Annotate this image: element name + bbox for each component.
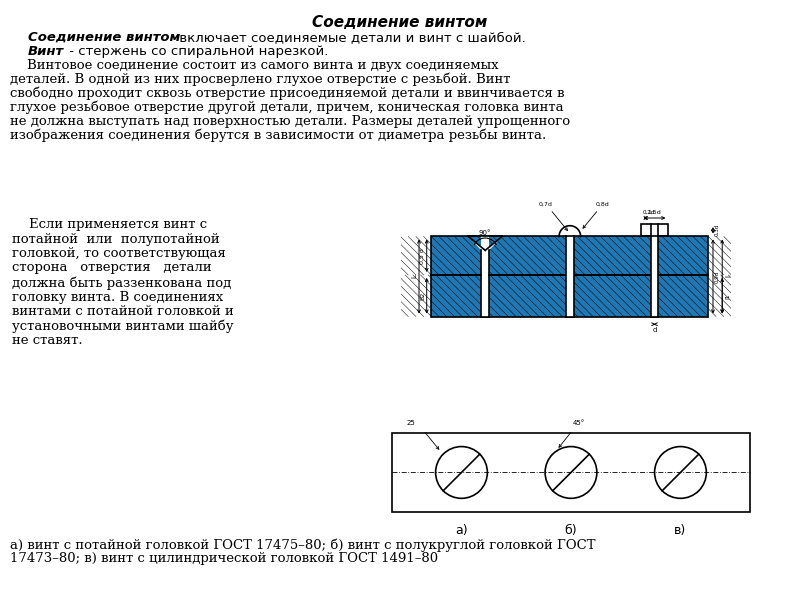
Text: 25: 25 (406, 420, 415, 426)
Text: головкой, то соответствующая: головкой, то соответствующая (12, 247, 226, 260)
Text: потайной  или  полупотайной: потайной или полупотайной (12, 232, 220, 245)
Bar (431, 236, 708, 275)
Text: Соединение винтом: Соединение винтом (28, 31, 180, 44)
Bar (431, 275, 708, 317)
Bar (650, 236, 658, 317)
Text: 0,9d: 0,9d (714, 271, 719, 283)
Bar (392, 433, 750, 512)
Text: свободно проходит сквозь отверстие присоединяемой детали и ввинчивается в: свободно проходит сквозь отверстие присо… (10, 87, 565, 100)
Text: винтами с потайной головкой и: винтами с потайной головкой и (12, 305, 234, 318)
Text: должна быть раззенкована под: должна быть раззенкована под (12, 276, 231, 289)
Text: - стержень со спиральной нарезкой.: - стержень со спиральной нарезкой. (65, 45, 328, 58)
Text: б): б) (565, 524, 578, 537)
Text: 0,8d: 0,8d (583, 202, 610, 228)
Text: Соединение винтом: Соединение винтом (312, 15, 488, 30)
Text: 0,5 d: 0,5 d (420, 248, 425, 263)
Polygon shape (559, 226, 581, 236)
Bar (431, 275, 708, 317)
Text: изображения соединения берутся в зависимости от диаметра резьбы винта.: изображения соединения берутся в зависим… (10, 129, 546, 142)
Text: B2: B2 (420, 292, 425, 300)
Text: головку винта. В соединениях: головку винта. В соединениях (12, 290, 223, 304)
Text: сторона   отверстия   детали: сторона отверстия детали (12, 262, 212, 275)
Text: l: l (726, 275, 731, 277)
Circle shape (436, 446, 487, 499)
Polygon shape (468, 236, 502, 250)
Text: 45°: 45° (573, 420, 585, 426)
Text: 1,5d: 1,5d (648, 210, 662, 215)
Text: Если применяется винт с: Если применяется винт с (12, 218, 207, 231)
Text: 90°: 90° (479, 230, 491, 236)
Text: а): а) (455, 524, 468, 537)
Text: Винт: Винт (28, 45, 64, 58)
Text: включает соединяемые детали и винт с шайбой.: включает соединяемые детали и винт с шай… (175, 31, 526, 44)
Text: 0,7d: 0,7d (539, 202, 567, 230)
Text: Винтовое соединение состоит из самого винта и двух соединяемых: Винтовое соединение состоит из самого ви… (10, 59, 498, 72)
Text: установочными винтами шайбу: установочными винтами шайбу (12, 319, 234, 333)
Text: деталей. В одной из них просверлено глухое отверстие с резьбой. Винт: деталей. В одной из них просверлено глух… (10, 73, 510, 86)
Text: 0,2d: 0,2d (642, 210, 654, 215)
Text: 17473–80; в) винт с цилиндрической головкой ГОСТ 1491–80: 17473–80; в) винт с цилиндрической голов… (10, 552, 438, 565)
Circle shape (654, 446, 706, 499)
Text: не должна выступать над поверхностью детали. Размеры деталей упрощенного: не должна выступать над поверхностью дет… (10, 115, 570, 128)
Text: в): в) (674, 524, 686, 537)
Bar (566, 236, 574, 317)
Bar (431, 236, 708, 275)
Circle shape (545, 446, 597, 499)
Bar (641, 224, 668, 236)
Text: l1: l1 (726, 293, 730, 299)
Text: d: d (652, 327, 657, 333)
Text: L: L (411, 275, 418, 278)
Bar (641, 224, 668, 236)
Bar (482, 236, 489, 317)
Text: 0,3d: 0,3d (714, 224, 719, 236)
Text: глухое резьбовое отверстие другой детали, причем, коническая головка винта: глухое резьбовое отверстие другой детали… (10, 101, 564, 115)
Text: не ставят.: не ставят. (12, 334, 82, 347)
Text: а) винт с потайной головкой ГОСТ 17475–80; б) винт с полукруглой головкой ГОСТ: а) винт с потайной головкой ГОСТ 17475–8… (10, 538, 595, 551)
